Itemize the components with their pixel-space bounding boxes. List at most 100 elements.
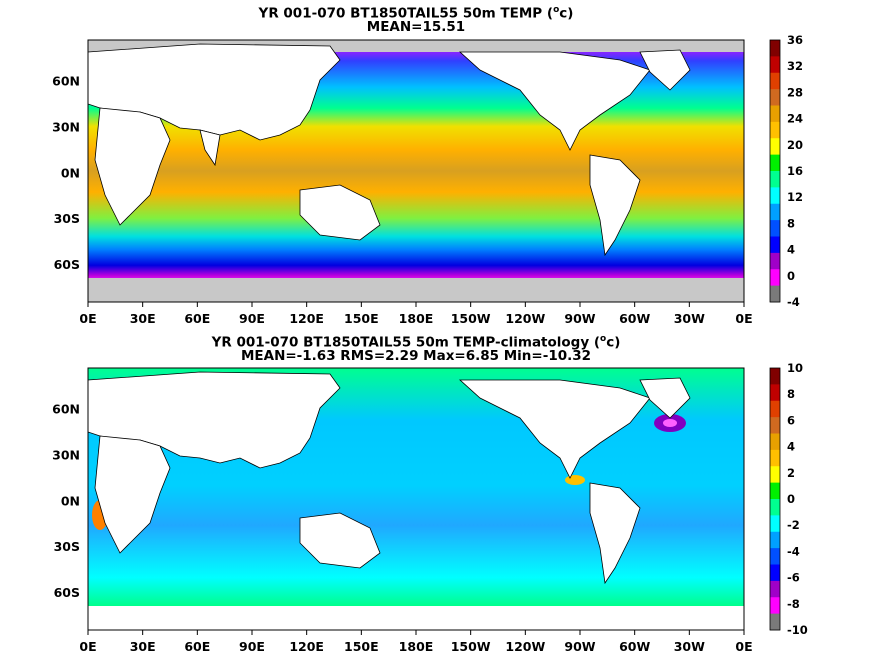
- lon-label: 0E: [79, 311, 96, 326]
- lon-label: 30W: [674, 639, 705, 654]
- colorbar-swatch: [770, 72, 780, 90]
- australia: [299, 512, 381, 569]
- lat-label: 30S: [54, 539, 80, 554]
- colorbar-swatch: [770, 417, 780, 434]
- colorbar-tick-label: -6: [787, 571, 800, 585]
- africa: [94, 107, 171, 226]
- lon-label: 150W: [451, 639, 491, 654]
- lon-label: 90W: [564, 639, 595, 654]
- lat-label: 60S: [54, 585, 80, 600]
- anomaly-warm-spot: [565, 475, 585, 485]
- colorbar-swatch: [770, 613, 780, 631]
- colorbar-tick-label: 10: [787, 361, 803, 375]
- colorbar-tick-label: 0: [787, 269, 795, 283]
- lon-label: 120E: [289, 639, 324, 654]
- australia: [299, 184, 381, 241]
- colorbar-swatch: [770, 515, 780, 533]
- lon-label: 90E: [239, 639, 265, 654]
- colorbar-tick-label: 32: [787, 59, 803, 73]
- colorbar-swatch: [770, 121, 780, 139]
- colorbar-tick-label: 0: [787, 492, 795, 506]
- colorbar-tick-label: 8: [787, 387, 795, 401]
- colorbar-swatch: [770, 285, 780, 303]
- colorbar-tick-label: 4: [787, 243, 795, 257]
- colorbar-tick-label: 20: [787, 138, 803, 152]
- africa: [94, 435, 171, 554]
- lat-label: 60S: [54, 257, 80, 272]
- north-america: [458, 379, 651, 479]
- lon-label: 0E: [79, 639, 96, 654]
- lon-label: 0E: [735, 639, 752, 654]
- colorbar-tick-label: -4: [787, 295, 800, 309]
- colorbar-swatch: [770, 252, 780, 270]
- lat-label: 60N: [52, 402, 80, 417]
- colorbar-swatch: [770, 236, 780, 254]
- colorbar-tick-label: 6: [787, 413, 795, 427]
- colorbar-tick-label: 12: [787, 190, 803, 204]
- colorbar-swatch: [770, 220, 780, 237]
- lon-label: 180E: [399, 639, 434, 654]
- land-masses: [87, 43, 691, 257]
- lon-label: 180E: [399, 311, 434, 326]
- colorbar-swatch: [770, 138, 780, 156]
- colorbar-tick-label: 24: [787, 112, 803, 126]
- lon-label: 150W: [451, 311, 491, 326]
- colorbar-tick-label: -8: [787, 597, 800, 611]
- lat-label: 0N: [61, 493, 80, 508]
- colorbar-swatch: [770, 400, 780, 418]
- panel2-map: [87, 367, 745, 631]
- axes-labels: 0E 30E 60E 90E 120E 150E 180E 150W 120W 90W 60W 30W…: [52, 74, 752, 654]
- colorbar-swatch: [770, 597, 780, 615]
- colorbar-swatch: [770, 269, 780, 287]
- colorbar-tick-label: 8: [787, 216, 795, 230]
- lat-label: 30N: [52, 447, 80, 462]
- south-america: [589, 154, 641, 257]
- lon-label: 30W: [674, 311, 705, 326]
- india: [199, 129, 221, 167]
- lon-label: 60E: [184, 639, 210, 654]
- colorbar-frame: [769, 367, 781, 631]
- colorbar-swatch: [770, 564, 780, 582]
- lat-label: 30S: [54, 211, 80, 226]
- lon-label: 60W: [619, 639, 650, 654]
- colorbar-tick-label: 36: [787, 33, 803, 47]
- panel2-title: YR 001-070 BT1850TAIL55 50m TEMP-climato…: [211, 334, 621, 351]
- lon-label: 60W: [619, 311, 650, 326]
- panel1-title: YR 001-070 BT1850TAIL55 50m TEMP (oc): [258, 5, 574, 22]
- lon-label: 30E: [130, 311, 156, 326]
- colorbar-swatch: [770, 187, 780, 205]
- colorbar-swatch: [770, 203, 780, 221]
- colorbar-swatch: [770, 368, 780, 385]
- lon-label: 120W: [505, 311, 545, 326]
- land-masses-2: [87, 371, 744, 630]
- colorbar-tick-label: -4: [787, 544, 800, 558]
- colorbar-tick-label: -10: [787, 623, 808, 637]
- colorbar-swatch: [770, 105, 780, 123]
- lat-label: 30N: [52, 119, 80, 134]
- colorbar-swatch: [770, 580, 780, 598]
- lon-label: 150E: [344, 639, 379, 654]
- anomaly-cold-core: [663, 419, 677, 427]
- colorbar-swatch: [770, 449, 780, 467]
- colorbar-swatch: [770, 89, 780, 106]
- colorbar-tick-label: -2: [787, 518, 800, 532]
- colorbar-swatch: [770, 384, 780, 402]
- lon-label: 120W: [505, 639, 545, 654]
- colorbar-swatch: [770, 482, 780, 500]
- greenland: [639, 377, 691, 419]
- lon-label: 150E: [344, 311, 379, 326]
- panel2-subtitle: MEAN=-1.63 RMS=2.29 Max=6.85 Min=-10.32: [240, 348, 592, 364]
- colorbar-swatch: [770, 154, 780, 172]
- colorbar-swatch: [770, 466, 780, 484]
- colorbar-swatch: [770, 531, 780, 549]
- panel1-map: [87, 39, 745, 303]
- greenland: [639, 49, 691, 91]
- panel1-subtitle: MEAN=15.51: [366, 19, 466, 35]
- lon-label: 60E: [184, 311, 210, 326]
- colorbar-swatch: [770, 171, 780, 188]
- lon-label: 30E: [130, 639, 156, 654]
- lon-label: 0E: [735, 311, 752, 326]
- lon-label: 90W: [564, 311, 595, 326]
